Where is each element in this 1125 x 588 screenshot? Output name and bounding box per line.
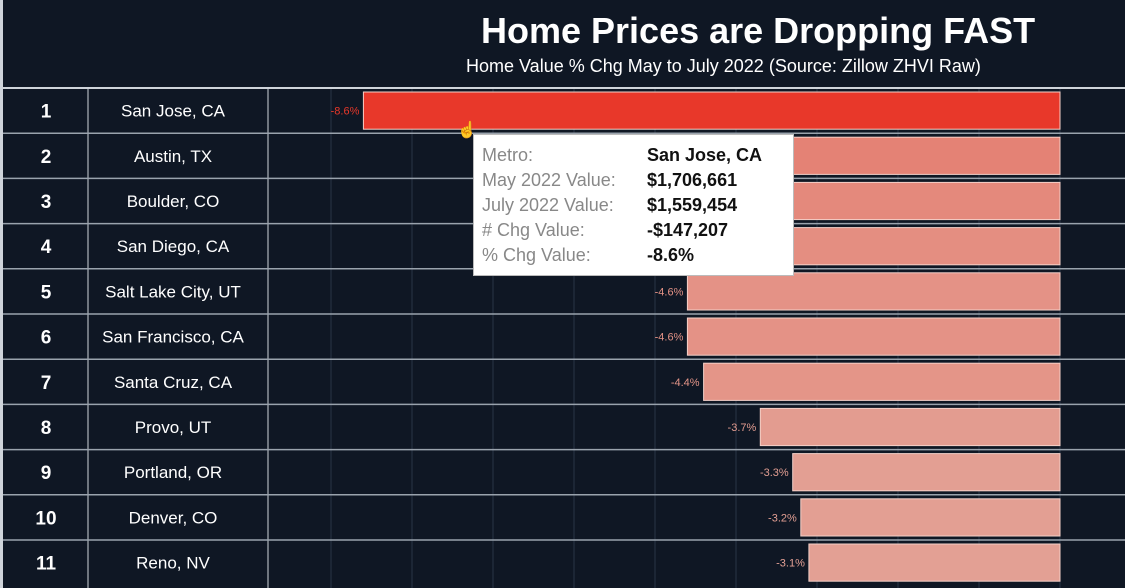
- bar: [703, 362, 1061, 401]
- bar: [362, 91, 1061, 130]
- metro-label: Provo, UT: [135, 418, 212, 437]
- tooltip-label: July 2022 Value:: [482, 195, 614, 215]
- data-label: -3.7%: [728, 422, 757, 434]
- rank-label: 4: [41, 237, 52, 258]
- data-label: -3.2%: [768, 512, 797, 524]
- metro-label: Salt Lake City, UT: [105, 282, 241, 301]
- data-label: -4.6%: [655, 286, 684, 298]
- metro-label: Boulder, CO: [127, 192, 220, 211]
- data-label: -3.3%: [760, 467, 789, 479]
- hand-cursor-icon: ☝: [457, 122, 477, 139]
- metro-label: San Francisco, CA: [102, 328, 244, 347]
- metro-label: San Jose, CA: [121, 102, 226, 121]
- metro-label: San Diego, CA: [117, 237, 230, 256]
- rank-label: 11: [36, 554, 57, 575]
- tooltip-row-chg: # Chg Value: -$147,207: [482, 218, 785, 243]
- bar: [800, 498, 1061, 537]
- tooltip-row-pct: % Chg Value: -8.6%: [482, 243, 785, 268]
- data-label: -3.1%: [776, 558, 805, 570]
- bar: [686, 317, 1061, 356]
- metro-label: Austin, TX: [134, 147, 212, 166]
- rank-label: 10: [35, 508, 56, 529]
- metro-label: Denver, CO: [129, 508, 218, 527]
- chart-title: Home Prices are Dropping FAST: [481, 10, 1036, 51]
- rank-label: 3: [41, 192, 52, 213]
- chart-subtitle: Home Value % Chg May to July 2022 (Sourc…: [466, 56, 981, 76]
- tooltip-row-may: May 2022 Value: $1,706,661: [482, 168, 785, 193]
- rank-label: 5: [41, 282, 52, 303]
- tooltip-label: # Chg Value:: [482, 220, 585, 240]
- tooltip-value: -8.6%: [647, 245, 695, 265]
- rank-label: 7: [41, 373, 52, 394]
- metro-label: Santa Cruz, CA: [114, 373, 233, 392]
- data-label: -8.6%: [331, 106, 360, 118]
- bar: [808, 543, 1061, 582]
- tooltip-row-metro: Metro: San Jose, CA: [482, 143, 785, 168]
- rank-label: 2: [41, 147, 52, 168]
- data-label: -4.6%: [655, 332, 684, 344]
- metro-label: Reno, NV: [136, 554, 210, 573]
- metro-label: Portland, OR: [124, 463, 222, 482]
- tooltip-row-july: July 2022 Value: $1,559,454: [482, 193, 785, 218]
- bar-chart: 1 San Jose, CA -8.6% 2 Austin, TX 3 Boulder, C…: [3, 87, 1125, 588]
- tooltip-label: Metro:: [482, 145, 534, 165]
- tooltip-value: $1,559,454: [647, 195, 738, 215]
- rank-label: 9: [41, 463, 52, 484]
- tooltip: Metro: San Jose, CA May 2022 Value: $1,706…: [473, 134, 794, 276]
- data-label: -4.4%: [671, 377, 700, 389]
- rank-label: 1: [41, 102, 52, 123]
- rank-label: 6: [41, 328, 52, 349]
- tooltip-label: % Chg Value:: [482, 245, 591, 265]
- tooltip-value: San Jose, CA: [647, 145, 763, 165]
- bar: [759, 407, 1061, 447]
- rank-label: 8: [41, 418, 52, 439]
- bar: [686, 272, 1061, 311]
- tooltip-value: $1,706,661: [647, 170, 738, 190]
- tooltip-value: -$147,207: [647, 220, 729, 240]
- bar: [792, 453, 1061, 492]
- tooltip-label: May 2022 Value:: [482, 170, 616, 190]
